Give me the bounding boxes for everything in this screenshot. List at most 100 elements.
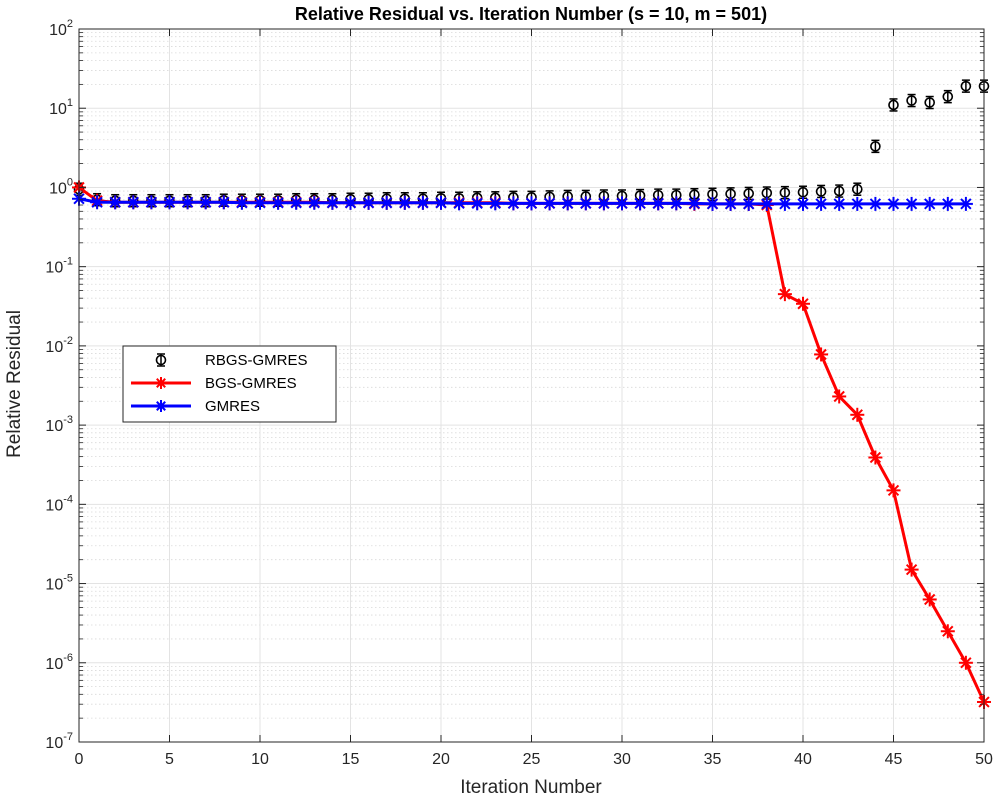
data-point [470, 196, 485, 211]
data-point [216, 195, 231, 210]
circle-marker [888, 99, 899, 111]
marker-stroke [236, 197, 248, 209]
data-point [796, 196, 810, 211]
data-point [542, 196, 557, 211]
marker-stroke [399, 197, 411, 209]
circle-marker [906, 95, 917, 106]
data-point [596, 196, 611, 211]
chart-title: Relative Residual vs. Iteration Number (… [295, 4, 767, 24]
x-tick-label: 25 [523, 751, 541, 768]
data-point [325, 195, 340, 210]
data-point [198, 195, 213, 210]
marker-stroke [272, 197, 284, 209]
data-point [361, 195, 376, 210]
marker-stroke [833, 390, 845, 403]
data-point [851, 182, 863, 196]
marker-stroke [308, 197, 320, 209]
data-point [90, 195, 105, 210]
marker-stroke [109, 196, 121, 208]
data-point [126, 195, 141, 210]
marker-stroke [435, 197, 447, 209]
marker-stroke [417, 197, 429, 209]
circle-marker [833, 185, 845, 197]
marker-stroke [525, 197, 538, 209]
marker-stroke [254, 197, 266, 209]
data-point [180, 195, 195, 210]
x-axis: 0 5 10 15 20 25 30 35 40 45 50 [75, 29, 993, 768]
x-tick-label: 40 [794, 751, 812, 768]
data-point [687, 196, 702, 211]
data-point [796, 296, 810, 311]
data-point [958, 196, 973, 211]
y-tick-label: 100 [49, 176, 73, 197]
marker-stroke [869, 451, 882, 464]
data-point [906, 93, 917, 108]
circle-marker [155, 354, 167, 366]
data-point [234, 195, 249, 210]
data-point [651, 196, 666, 211]
data-point [850, 407, 865, 422]
data-point [922, 196, 937, 211]
marker-stroke [127, 196, 139, 208]
data-point [343, 195, 358, 210]
marker-stroke [851, 409, 863, 421]
data-point [940, 624, 955, 639]
data-point [870, 139, 881, 154]
marker-stroke [489, 197, 501, 209]
x-tick-label: 45 [885, 751, 903, 768]
x-tick-label: 30 [613, 751, 631, 768]
data-point [759, 196, 774, 211]
circle-marker [924, 97, 936, 108]
marker-stroke [779, 198, 791, 210]
marker-stroke [905, 198, 918, 210]
marker-stroke [924, 593, 936, 606]
data-point [958, 655, 973, 670]
x-tick-label: 15 [342, 751, 360, 768]
x-tick-label: 50 [975, 751, 993, 768]
marker-stroke [200, 196, 212, 208]
marker-stroke [706, 198, 719, 210]
y-axis: 10-7 10-6 10-5 10-4 10-3 10-2 10-1 100 101 102 [45, 18, 984, 752]
marker-stroke [942, 198, 954, 210]
data-point [452, 196, 467, 211]
marker-stroke [761, 198, 773, 210]
legend-marker [155, 377, 167, 389]
data-point [560, 196, 575, 211]
data-point [832, 389, 847, 404]
circle-marker [851, 183, 863, 195]
marker-stroke [145, 196, 158, 208]
data-point [415, 195, 430, 210]
y-axis-label: Relative Residual [4, 310, 25, 458]
data-point [289, 195, 304, 210]
data-point [960, 79, 972, 93]
marker-stroke [156, 401, 166, 411]
marker-stroke [833, 198, 845, 210]
marker-stroke [598, 197, 610, 209]
marker-stroke [670, 197, 682, 209]
marker-stroke [887, 198, 900, 210]
marker-stroke [290, 197, 302, 209]
legend-label: BGS-GMRES [205, 375, 297, 392]
marker-stroke [181, 196, 194, 208]
data-point [271, 195, 286, 210]
marker-stroke [616, 197, 628, 209]
data-point [886, 483, 901, 498]
data-point [578, 196, 593, 211]
marker-stroke [869, 198, 882, 210]
legend-item-rbgs-gmres: RBGS-GMRES [155, 352, 308, 369]
data-point [888, 98, 899, 112]
marker-stroke [960, 198, 972, 210]
marker-stroke [543, 197, 556, 209]
data-point [524, 196, 539, 211]
marker-stroke [688, 197, 701, 209]
legend-label: GMRES [205, 398, 260, 415]
series-gmres [72, 191, 973, 211]
data-point [633, 196, 648, 211]
data-point [832, 196, 847, 211]
data-point [904, 196, 919, 211]
x-tick-label: 0 [75, 751, 84, 768]
data-point [904, 562, 919, 577]
data-point [723, 196, 738, 211]
marker-stroke [815, 348, 827, 361]
circle-marker [960, 80, 972, 92]
